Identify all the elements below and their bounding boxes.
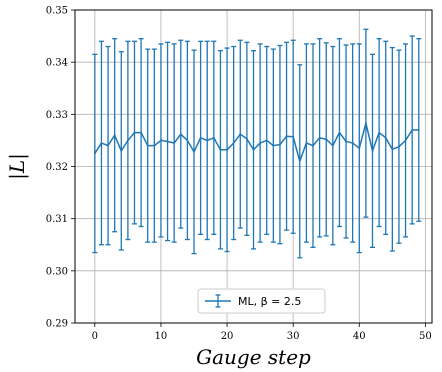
data-point <box>166 140 169 143</box>
data-point <box>331 144 334 147</box>
data-point <box>252 148 255 151</box>
data-point <box>126 139 129 142</box>
data-point <box>358 147 361 150</box>
y-tick-label: 0.33 <box>46 110 68 121</box>
legend-marker <box>205 294 231 308</box>
data-point <box>398 145 400 148</box>
legend: ML, β = 2.5 <box>197 288 326 314</box>
data-point <box>193 150 195 153</box>
data-point <box>219 148 222 151</box>
data-point <box>153 144 156 147</box>
data-point <box>100 142 103 144</box>
data-point <box>239 133 242 136</box>
data-point <box>318 136 321 139</box>
series-line <box>94 123 419 164</box>
data-point <box>245 137 248 140</box>
data-point <box>160 139 162 142</box>
data-point <box>232 142 235 144</box>
data-point <box>338 131 341 134</box>
x-tick-label: 50 <box>419 331 432 342</box>
data-point <box>371 149 374 152</box>
series-layer <box>92 28 422 259</box>
y-tick-label: 0.32 <box>46 162 68 173</box>
ticks: 0 10 20 30 40 50 0.29 0.30 0.31 0.32 0.33 0.34 0.35 <box>46 6 432 343</box>
data-point <box>351 142 354 144</box>
legend-box <box>197 288 326 314</box>
x-tick-label: 20 <box>221 331 234 342</box>
data-point <box>364 122 367 125</box>
data-point <box>279 143 281 146</box>
data-point <box>272 144 275 147</box>
x-tick-label: 0 <box>92 331 98 342</box>
data-point <box>298 160 301 163</box>
data-point <box>305 142 308 144</box>
data-point <box>146 144 149 147</box>
x-tick-label: 40 <box>353 331 366 342</box>
x-tick-label: 30 <box>287 331 300 342</box>
y-tick-label: 0.29 <box>46 319 68 330</box>
x-axis-label: Gauge step <box>196 345 311 369</box>
data-point <box>325 138 328 141</box>
data-point <box>265 139 268 142</box>
data-point <box>226 148 228 151</box>
data-point <box>292 135 295 138</box>
data-point <box>345 140 347 143</box>
data-point <box>199 136 202 139</box>
data-point <box>173 142 176 144</box>
data-point <box>391 148 394 151</box>
x-tick-label: 10 <box>155 331 168 342</box>
y-axis-label: |L| <box>5 153 30 180</box>
legend-label: ML, β = 2.5 <box>238 295 301 308</box>
data-point <box>93 152 96 155</box>
y-tick-label: 0.31 <box>46 214 68 225</box>
data-point <box>312 144 314 147</box>
data-point <box>404 139 407 142</box>
data-point <box>140 131 143 134</box>
data-point <box>113 134 116 137</box>
data-point <box>212 136 215 139</box>
data-point <box>107 144 109 147</box>
y-tick-label: 0.30 <box>46 266 68 277</box>
data-point <box>417 129 420 131</box>
data-point <box>411 129 414 131</box>
data-point <box>378 131 381 134</box>
data-point <box>179 133 182 136</box>
data-point <box>285 135 288 138</box>
y-tick-label: 0.34 <box>46 58 68 69</box>
y-tick-label: 0.35 <box>46 6 68 17</box>
data-point <box>259 142 262 144</box>
data-point <box>384 136 387 139</box>
data-point <box>120 149 123 152</box>
data-point <box>186 139 189 142</box>
data-point <box>206 139 209 142</box>
data-point <box>133 131 136 134</box>
